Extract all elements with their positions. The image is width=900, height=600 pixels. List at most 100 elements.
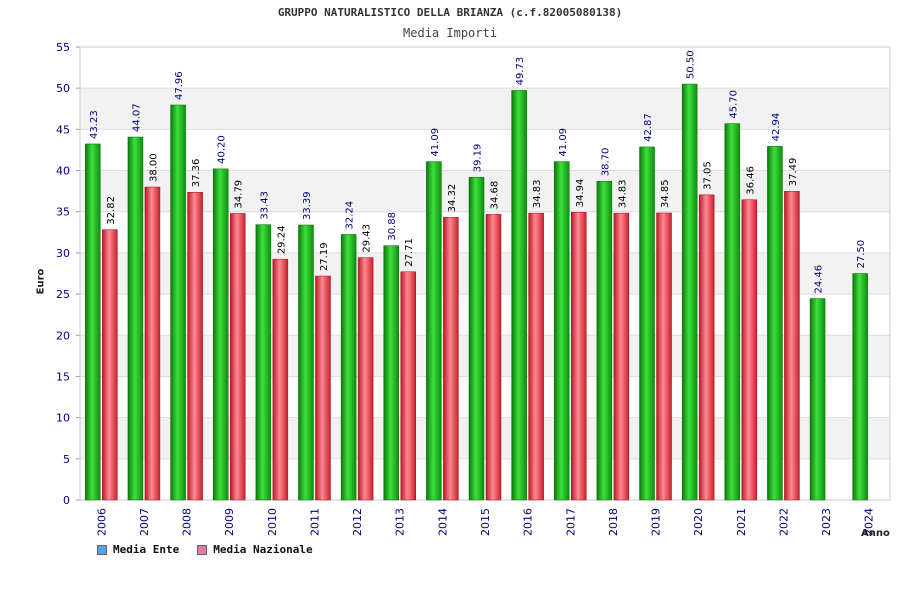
bar-media-ente: [340, 234, 357, 501]
y-tick-label: 40: [56, 165, 70, 178]
y-tick-label: 55: [56, 41, 70, 54]
bar-media-nazionale: [272, 258, 289, 501]
bar-media-ente: [767, 146, 783, 501]
legend-item-ente: Media Ente: [97, 543, 179, 556]
data-label-media-ente: 33.39: [302, 191, 313, 220]
data-label-media-nazionale: 34.68: [490, 181, 501, 210]
bar-media-nazionale: [102, 229, 118, 501]
bar-media-ente: [127, 136, 144, 501]
data-label-media-ente: 42.94: [771, 113, 782, 142]
legend-swatch-ente: [97, 544, 107, 555]
bar-media-nazionale: [187, 192, 203, 501]
data-label-media-ente: 41.09: [558, 128, 569, 157]
data-label-media-nazionale: 34.85: [660, 179, 671, 208]
data-label-media-ente: 24.46: [814, 265, 825, 294]
x-tick-label: 2015: [479, 508, 492, 536]
bar-media-nazionale: [741, 199, 758, 501]
data-label-media-nazionale: 29.24: [276, 226, 287, 255]
bar-media-ente: [426, 161, 442, 501]
x-tick-label: 2014: [436, 508, 449, 536]
data-label-media-ente: 49.73: [515, 57, 526, 86]
x-tick-label: 2009: [223, 508, 236, 536]
data-label-media-ente: 45.70: [728, 90, 739, 119]
bar-media-ente: [212, 168, 229, 501]
legend-swatch-nazionale: [197, 544, 208, 555]
data-label-media-nazionale: 27.71: [404, 238, 415, 267]
bar-media-nazionale: [571, 211, 587, 501]
data-label-media-nazionale: 34.94: [575, 179, 586, 208]
bar-media-nazionale: [443, 217, 459, 501]
bar-media-nazionale: [485, 214, 502, 501]
data-label-media-nazionale: 37.05: [703, 161, 714, 190]
data-label-media-ente: 41.09: [430, 128, 441, 157]
data-label-media-nazionale: 32.82: [106, 196, 117, 225]
bar-media-nazionale: [400, 271, 416, 501]
bar-media-ente: [468, 176, 485, 501]
plot-frame: [79, 46, 891, 501]
bar-media-nazionale: [656, 212, 672, 501]
data-label-media-ente: 38.70: [600, 148, 611, 177]
data-label-media-ente: 47.96: [174, 71, 185, 100]
x-tick-label: 2007: [138, 508, 151, 536]
y-tick-label: 45: [56, 123, 70, 136]
bar-media-ente: [681, 83, 698, 501]
x-axis-label: Anno: [861, 528, 890, 539]
y-axis-label: Euro: [35, 268, 47, 295]
data-label-media-nazionale: 38.00: [148, 153, 159, 182]
data-label-media-ente: 33.43: [259, 191, 270, 220]
x-tick-label: 2023: [820, 508, 833, 536]
chart-subtitle: Media Importi: [403, 26, 497, 40]
bar-media-nazionale: [528, 212, 544, 501]
x-tick-label: 2017: [564, 508, 577, 536]
y-tick-label: 50: [56, 82, 70, 95]
data-label-media-ente: 30.88: [387, 212, 398, 241]
data-label-media-ente: 40.20: [217, 135, 228, 164]
data-label-media-ente: 42.87: [643, 113, 654, 142]
data-label-media-nazionale: 34.32: [447, 184, 458, 213]
bar-media-ente: [639, 146, 655, 501]
bar-media-ente: [85, 143, 101, 501]
x-tick-label: 2018: [607, 508, 620, 536]
y-tick-label: 30: [56, 247, 70, 260]
bar-media-ente: [170, 104, 186, 501]
bar-media-nazionale: [784, 190, 800, 501]
x-tick-label: 2020: [692, 508, 705, 536]
y-tick-label: 15: [56, 370, 70, 383]
data-label-media-nazionale: 37.49: [788, 158, 799, 187]
x-tick-label: 2008: [181, 508, 194, 536]
data-label-media-nazionale: 34.83: [532, 179, 543, 208]
bar-media-ente: [383, 245, 399, 501]
data-label-media-ente: 43.23: [89, 110, 100, 139]
chart-title: GRUPPO NATURALISTICO DELLA BRIANZA (c.f.…: [277, 6, 623, 19]
legend-label-ente: Media Ente: [113, 543, 180, 556]
data-label-media-nazionale: 37.36: [191, 159, 202, 188]
y-tick-label: 25: [56, 288, 70, 301]
legend-label-nazionale: Media Nazionale: [213, 543, 313, 556]
x-tick-label: 2024: [863, 508, 876, 536]
data-label-media-nazionale: 29.43: [362, 224, 373, 253]
bar-media-ente: [298, 224, 314, 501]
data-label-media-ente: 44.07: [131, 103, 142, 132]
y-tick-label: 20: [56, 329, 70, 342]
data-label-media-ente: 27.50: [856, 240, 867, 269]
data-label-media-nazionale: 27.19: [319, 242, 330, 271]
bar-media-nazionale: [698, 194, 715, 501]
bar-media-nazionale: [315, 275, 331, 501]
bar-media-ente: [809, 298, 826, 501]
legend-item-nazionale: Media Nazionale: [197, 543, 313, 556]
x-tick-label: 2022: [777, 508, 790, 536]
x-tick-label: 2010: [266, 508, 279, 536]
x-tick-label: 2021: [735, 508, 748, 536]
bar-media-nazionale: [144, 186, 161, 501]
bar-media-ente: [852, 273, 868, 501]
y-tick-label: 10: [56, 412, 70, 425]
bar-media-nazionale: [613, 212, 630, 501]
x-tick-label: 2012: [351, 508, 364, 536]
x-tick-label: 2019: [650, 508, 663, 536]
x-tick-label: 2013: [394, 508, 407, 536]
x-tick-label: 2016: [522, 508, 535, 536]
data-label-media-ente: 50.50: [686, 50, 697, 79]
grid-band: [80, 88, 890, 130]
data-label-media-ente: 39.19: [473, 144, 484, 173]
